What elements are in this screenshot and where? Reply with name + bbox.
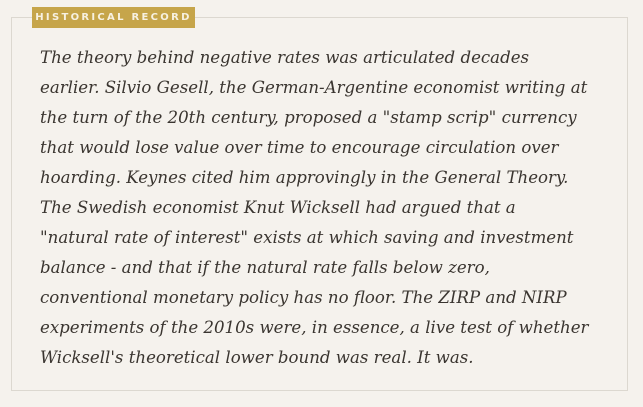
text-line: "natural rate of interest" exists at whi… xyxy=(40,228,574,247)
text-line: Wicksell's theoretical lower bound was r… xyxy=(40,348,474,367)
text-line: The theory behind negative rates was art… xyxy=(40,48,530,67)
section-label: HISTORICAL RECORD xyxy=(32,7,195,28)
text-line: balance - and that if the natural rate f… xyxy=(40,258,490,277)
text-line: the turn of the 20th century, proposed a… xyxy=(40,108,577,127)
text-line: conventional monetary policy has no floo… xyxy=(40,288,567,307)
text-line: earlier. Silvio Gesell, the German-Argen… xyxy=(40,78,588,97)
historical-record-text: The theory behind negative rates was art… xyxy=(40,43,620,373)
text-line: that would lose value over time to encou… xyxy=(40,138,559,157)
text-line: experiments of the 2010s were, in essenc… xyxy=(40,318,589,337)
historical-record-box xyxy=(11,17,628,391)
text-line: hoarding. Keynes cited him approvingly i… xyxy=(40,168,569,187)
text-line: The Swedish economist Knut Wicksell had … xyxy=(40,198,516,217)
